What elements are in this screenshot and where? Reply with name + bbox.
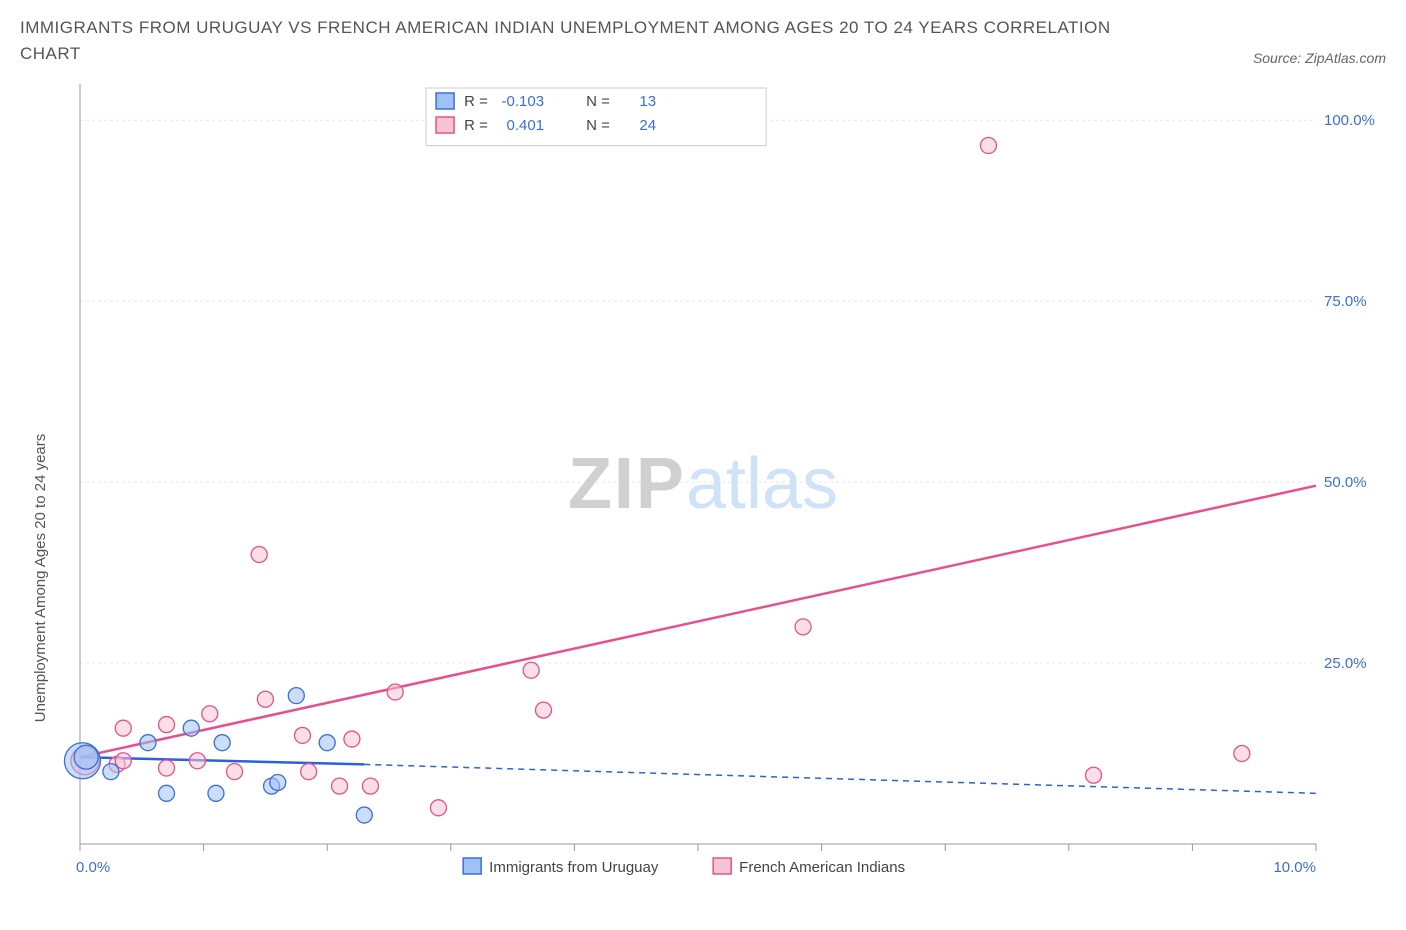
chart-title: IMMIGRANTS FROM URUGUAY VS FRENCH AMERIC… <box>20 15 1120 66</box>
legend-n-label: N = <box>586 93 610 110</box>
data-point <box>980 138 996 154</box>
x-tick-label: 0.0% <box>76 859 110 876</box>
chart-source: Source: ZipAtlas.com <box>1253 50 1386 66</box>
data-point <box>140 735 156 751</box>
data-point <box>319 735 335 751</box>
chart-area: ZIPatlas 25.0%50.0%75.0%100.0%0.0%10.0%U… <box>20 74 1386 894</box>
data-point <box>208 785 224 801</box>
data-point <box>332 778 348 794</box>
bottom-legend-swatch <box>713 858 731 874</box>
chart-header: IMMIGRANTS FROM URUGUAY VS FRENCH AMERIC… <box>20 15 1386 66</box>
trend-line <box>364 764 1316 793</box>
y-tick-label: 25.0% <box>1324 655 1367 672</box>
legend-n-value: 24 <box>639 117 656 134</box>
data-point <box>356 807 372 823</box>
data-point <box>115 720 131 736</box>
data-point <box>74 745 98 769</box>
data-point <box>227 764 243 780</box>
data-point <box>257 691 273 707</box>
trend-line <box>80 486 1316 757</box>
data-point <box>536 702 552 718</box>
data-point <box>159 717 175 733</box>
data-point <box>270 774 286 790</box>
legend-r-label: R = <box>464 117 488 134</box>
y-tick-label: 50.0% <box>1324 474 1367 491</box>
y-axis-title: Unemployment Among Ages 20 to 24 years <box>32 434 49 723</box>
data-point <box>202 706 218 722</box>
y-tick-label: 75.0% <box>1324 293 1367 310</box>
bottom-legend-label: Immigrants from Uruguay <box>489 859 659 876</box>
legend-n-label: N = <box>586 117 610 134</box>
y-tick-label: 100.0% <box>1324 112 1375 129</box>
data-point <box>288 688 304 704</box>
data-point <box>430 800 446 816</box>
data-point <box>251 546 267 562</box>
data-point <box>1234 746 1250 762</box>
legend-swatch <box>436 117 454 133</box>
bottom-legend-label: French American Indians <box>739 859 905 876</box>
data-point <box>301 764 317 780</box>
bottom-legend-swatch <box>463 858 481 874</box>
legend-r-value: 0.401 <box>507 117 545 134</box>
data-point <box>294 727 310 743</box>
legend-n-value: 13 <box>639 93 656 110</box>
x-tick-label: 10.0% <box>1273 859 1316 876</box>
data-point <box>795 619 811 635</box>
data-point <box>214 735 230 751</box>
data-point <box>387 684 403 700</box>
scatter-chart: 25.0% 50.0% 75.0% 100.0% 0.0% 10.0% Unemployme… <box>20 74 1386 894</box>
legend-r-value: -0.103 <box>502 93 545 110</box>
legend-r-label: R = <box>464 93 488 110</box>
data-point <box>362 778 378 794</box>
legend-swatch <box>436 93 454 109</box>
data-point <box>159 785 175 801</box>
data-point <box>103 764 119 780</box>
data-point <box>159 760 175 776</box>
data-point <box>1086 767 1102 783</box>
data-point <box>183 720 199 736</box>
data-point <box>344 731 360 747</box>
data-point <box>189 753 205 769</box>
data-point <box>523 662 539 678</box>
